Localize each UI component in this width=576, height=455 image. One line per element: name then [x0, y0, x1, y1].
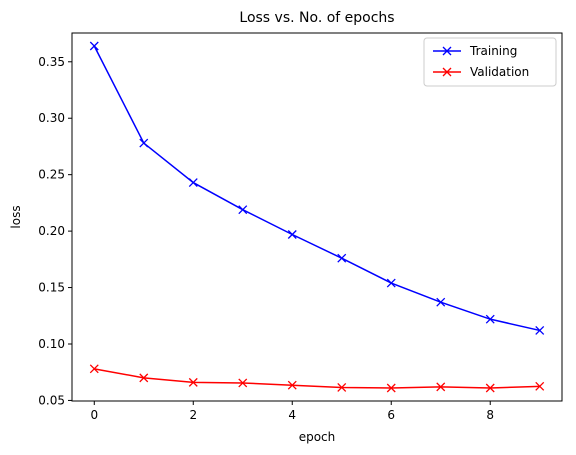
- training-series-line: [93, 45, 540, 332]
- y-tick-label: 0.20: [38, 224, 65, 238]
- chart-title: Loss vs. No. of epochs: [239, 10, 394, 26]
- validation-point: [337, 382, 347, 392]
- legend-validation-label: Validation: [470, 65, 529, 79]
- y-tick-label: 0.35: [38, 55, 65, 69]
- validation-point: [386, 383, 396, 393]
- y-tick-label: 0.15: [38, 281, 65, 295]
- training-point: [436, 297, 446, 307]
- training-point: [337, 253, 347, 263]
- validation-point: [535, 381, 545, 391]
- training-point: [139, 138, 149, 148]
- validation-point: [238, 378, 248, 388]
- x-axis: 0 2 4 6 8: [90, 401, 494, 422]
- y-tick-label: 0.25: [38, 168, 65, 182]
- x-tick-label: 8: [486, 408, 494, 422]
- validation-point: [188, 377, 198, 387]
- legend-validation-marker: [442, 67, 452, 77]
- legend-training-label: Training: [469, 44, 517, 58]
- series-layer: [89, 41, 545, 393]
- validation-point: [89, 364, 99, 374]
- x-axis-label: epoch: [299, 430, 336, 444]
- validation-point: [139, 373, 149, 383]
- legend: Training Validation: [423, 37, 557, 87]
- y-axis: 0.05 0.10 0.15 0.20 0.25 0.30 0.35: [38, 55, 72, 407]
- validation-point: [485, 383, 495, 393]
- plot-area-frame: [71, 32, 563, 402]
- y-tick-label: 0.30: [38, 111, 65, 125]
- training-point: [386, 278, 396, 288]
- y-tick-label: 0.10: [38, 337, 65, 351]
- legend-box: [423, 37, 557, 87]
- validation-series-line: [94, 368, 540, 389]
- y-tick-label: 0.05: [38, 393, 65, 407]
- x-tick-label: 0: [90, 408, 98, 422]
- validation-point: [287, 380, 297, 390]
- training-point: [188, 178, 198, 188]
- x-tick-label: 6: [387, 408, 395, 422]
- training-point: [535, 325, 545, 335]
- y-axis-label: loss: [9, 205, 23, 228]
- training-point: [89, 41, 99, 51]
- x-tick-label: 4: [288, 408, 296, 422]
- x-tick-label: 2: [189, 408, 197, 422]
- training-point: [287, 230, 297, 239]
- validation-point: [436, 382, 446, 392]
- training-point: [238, 205, 248, 215]
- legend-training-marker: [442, 46, 452, 56]
- training-point: [485, 314, 495, 324]
